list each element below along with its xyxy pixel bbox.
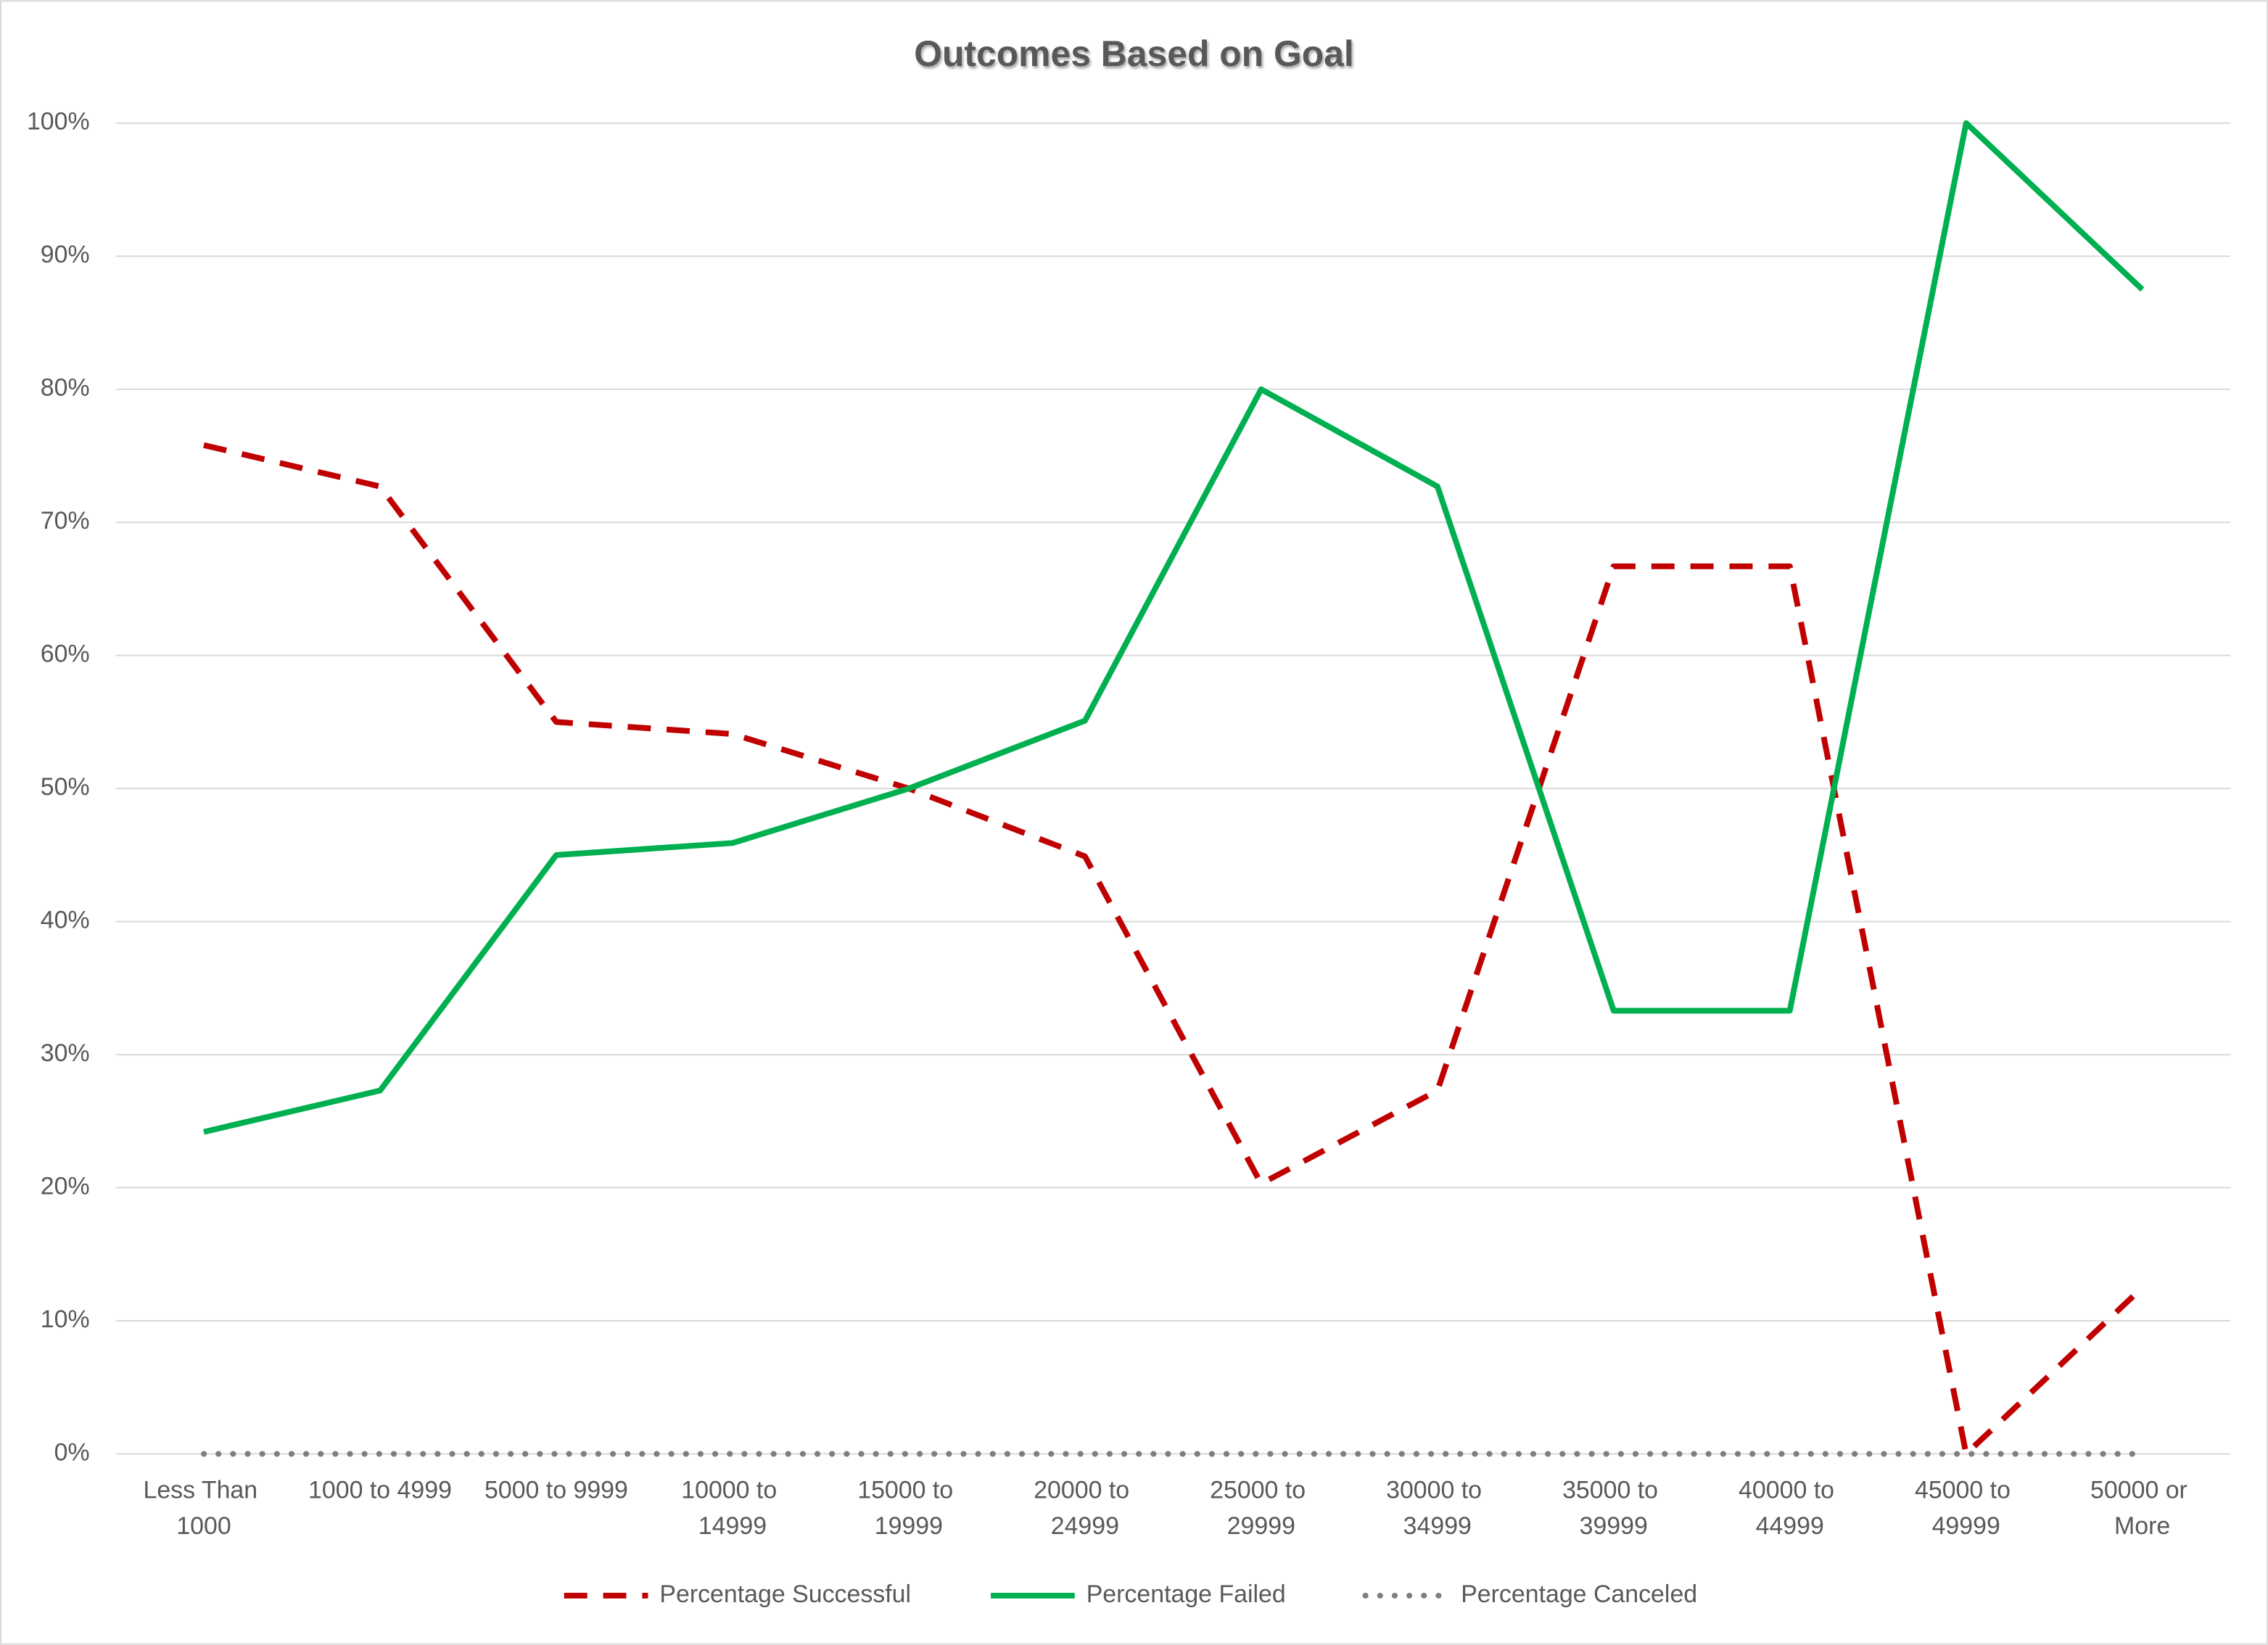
y-tick-label: 30% <box>41 1039 90 1067</box>
y-tick-label: 50% <box>41 773 90 801</box>
x-tick-label-line: 19999 <box>875 1512 943 1540</box>
x-tick-label-line: More <box>2114 1512 2170 1540</box>
y-tick-label: 90% <box>41 241 90 268</box>
y-tick-label: 70% <box>41 507 90 535</box>
x-tick-label: 25000 to 29999 <box>1210 1476 1312 1540</box>
x-tick-label-line: 44999 <box>1756 1512 1824 1540</box>
x-tick-label-line: 20000 to <box>1034 1476 1136 1504</box>
x-tick-label-line: 14999 <box>698 1512 767 1540</box>
x-tick-label-line: 35000 to <box>1562 1476 1665 1504</box>
x-tick-label-line: 40000 to <box>1739 1476 1841 1504</box>
y-tick-label: 0% <box>54 1438 90 1466</box>
x-tick-label-line: 49999 <box>1932 1512 2000 1540</box>
x-tick-label-line: 25000 to <box>1210 1476 1312 1504</box>
chart-title: Outcomes Based on Goal <box>914 33 1354 74</box>
x-tick-label: 10000 to 14999 <box>681 1476 783 1540</box>
x-tick-label: 1000 to 4999 <box>308 1476 452 1504</box>
legend-label: Percentage Successful <box>659 1580 911 1608</box>
x-tick-label: 35000 to 39999 <box>1562 1476 1665 1540</box>
y-tick-label: 60% <box>41 640 90 668</box>
x-tick-label: 50000 or More <box>2090 1476 2194 1540</box>
x-tick-label: 5000 to 9999 <box>484 1476 628 1504</box>
x-tick-label: Less Than 1000 <box>143 1476 264 1540</box>
legend-label: Percentage Canceled <box>1461 1580 1697 1608</box>
x-tick-label-line: 15000 to <box>857 1476 960 1504</box>
x-tick-label: 30000 to 34999 <box>1386 1476 1488 1540</box>
x-tick-label-line: Less Than <box>143 1476 264 1504</box>
x-tick-label-line: 45000 to <box>1915 1476 2017 1504</box>
x-tick-label-line: 29999 <box>1227 1512 1295 1540</box>
x-tick-label-line: 39999 <box>1580 1512 1648 1540</box>
x-tick-label: 20000 to 24999 <box>1034 1476 1136 1540</box>
x-tick-label-line: 34999 <box>1403 1512 1472 1540</box>
x-tick-label-line: 30000 to <box>1386 1476 1488 1504</box>
series-line <box>203 120 2145 1135</box>
x-tick-label-line: 10000 to <box>681 1476 783 1504</box>
y-tick-label: 40% <box>41 907 90 934</box>
x-tick-label-line: 1000 <box>176 1512 231 1540</box>
x-tick-label: 45000 to 49999 <box>1915 1476 2017 1540</box>
x-tick-label-line: 50000 or <box>2090 1476 2194 1504</box>
x-tick-label: 15000 to 19999 <box>857 1476 960 1540</box>
x-tick-label: 40000 to 44999 <box>1739 1476 1841 1540</box>
x-tick-label-line: 24999 <box>1051 1512 1119 1540</box>
legend-label: Percentage Failed <box>1086 1580 1286 1608</box>
y-tick-label: 10% <box>41 1306 90 1333</box>
y-tick-label: 20% <box>41 1173 90 1200</box>
y-tick-label: 100% <box>27 108 90 136</box>
y-tick-label: 80% <box>41 374 90 402</box>
series-line <box>203 442 2145 1457</box>
